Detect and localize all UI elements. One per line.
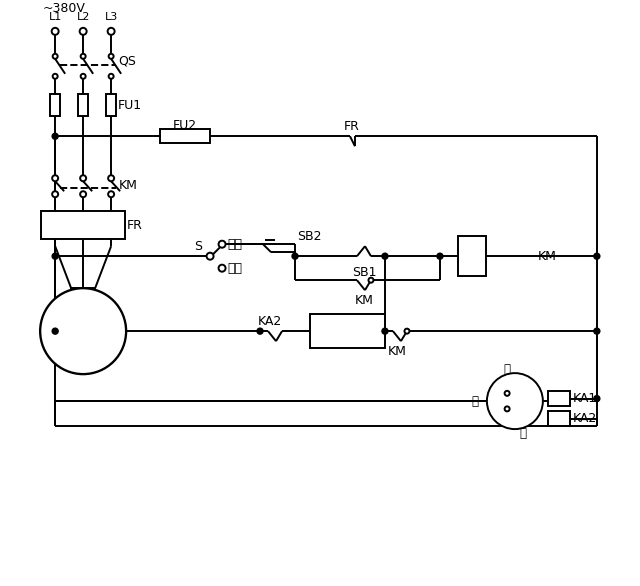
Circle shape <box>487 373 543 429</box>
Bar <box>50 94 60 116</box>
Text: FR: FR <box>344 120 360 133</box>
Bar <box>548 411 570 426</box>
Text: KM: KM <box>538 250 557 263</box>
Text: 低: 低 <box>504 363 510 376</box>
Text: FU1: FU1 <box>118 99 142 112</box>
Circle shape <box>108 175 114 181</box>
Circle shape <box>108 191 114 197</box>
Circle shape <box>437 253 443 259</box>
Bar <box>458 236 486 276</box>
Text: KA2: KA2 <box>258 315 282 328</box>
Circle shape <box>218 241 225 248</box>
Circle shape <box>382 253 388 259</box>
Bar <box>548 391 570 406</box>
Bar <box>106 94 116 116</box>
Circle shape <box>52 133 58 139</box>
Circle shape <box>40 288 126 374</box>
Circle shape <box>382 328 388 334</box>
Text: KA1: KA1 <box>573 392 597 405</box>
Circle shape <box>109 54 114 59</box>
Circle shape <box>52 74 58 79</box>
Circle shape <box>79 28 86 35</box>
Text: KA2: KA2 <box>573 412 597 425</box>
Text: M: M <box>77 314 90 329</box>
Circle shape <box>218 265 225 272</box>
Circle shape <box>109 74 114 79</box>
Circle shape <box>81 54 86 59</box>
Text: 高: 高 <box>520 427 526 440</box>
Text: L3: L3 <box>104 12 118 22</box>
Text: SB1: SB1 <box>352 266 376 279</box>
Text: L1: L1 <box>49 12 62 22</box>
Bar <box>310 314 385 348</box>
Bar <box>160 130 210 143</box>
Bar <box>78 94 88 116</box>
Circle shape <box>369 278 374 282</box>
Circle shape <box>52 253 58 259</box>
Text: 手动: 手动 <box>227 238 242 251</box>
Circle shape <box>80 175 86 181</box>
Text: ~380V: ~380V <box>42 2 85 15</box>
Text: 3山: 3山 <box>76 214 95 230</box>
Text: FU2: FU2 <box>173 119 197 132</box>
Text: KA1: KA1 <box>335 321 360 333</box>
Text: 中: 中 <box>472 394 479 408</box>
Circle shape <box>52 328 58 334</box>
Circle shape <box>594 328 600 334</box>
Circle shape <box>207 253 214 260</box>
Text: KM: KM <box>119 179 138 192</box>
Circle shape <box>504 391 509 396</box>
Circle shape <box>80 191 86 197</box>
Circle shape <box>52 54 58 59</box>
Text: SB2: SB2 <box>297 230 321 243</box>
Circle shape <box>52 28 59 35</box>
Circle shape <box>108 28 115 35</box>
Circle shape <box>594 253 600 259</box>
Circle shape <box>52 175 58 181</box>
Circle shape <box>257 328 263 334</box>
Circle shape <box>504 406 509 411</box>
Circle shape <box>81 74 86 79</box>
Text: FR: FR <box>127 219 143 231</box>
Text: KM: KM <box>355 294 373 307</box>
Bar <box>41 211 125 239</box>
Circle shape <box>292 253 298 259</box>
Text: KM: KM <box>387 345 406 358</box>
Text: S: S <box>194 240 202 253</box>
Text: 3~: 3~ <box>74 335 92 347</box>
Text: 自动: 自动 <box>227 262 242 275</box>
Circle shape <box>404 329 410 333</box>
Text: L2: L2 <box>76 12 90 22</box>
Text: QS: QS <box>118 55 136 68</box>
Circle shape <box>594 396 600 401</box>
Circle shape <box>52 191 58 197</box>
